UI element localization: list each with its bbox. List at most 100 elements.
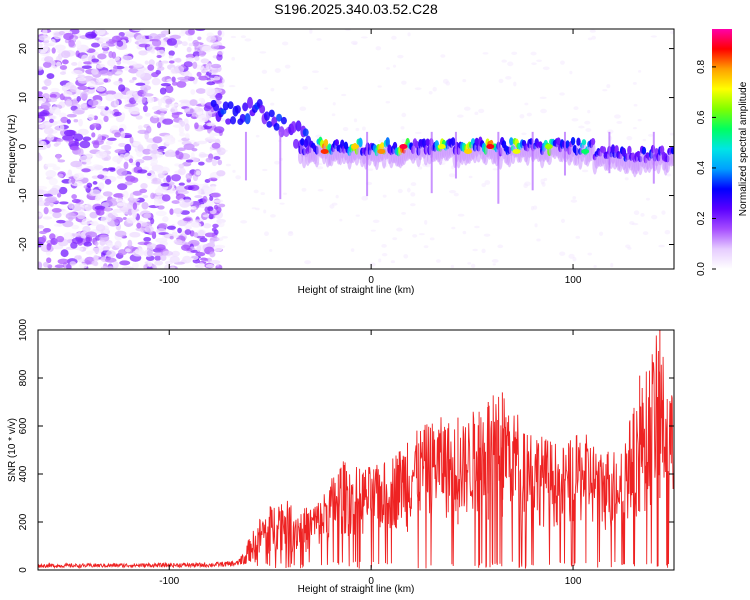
spectrogram-cell [164, 139, 176, 145]
spectrogram-hotspot [581, 148, 590, 154]
spectrogram-cell [234, 105, 241, 114]
spectrogram-cell [66, 119, 71, 124]
spectrogram-cell [112, 261, 119, 269]
spectrogram-cell [48, 177, 58, 186]
spectrogram-cell [641, 146, 647, 155]
spectrogram-cell [138, 38, 151, 43]
spectrogram-cell [68, 39, 75, 48]
spectrogram-cell [71, 70, 83, 75]
spectrogram-cell [61, 84, 68, 92]
spectrogram-cell [208, 177, 218, 182]
spectrogram-cell [207, 206, 214, 212]
spectrogram-cell [108, 51, 114, 58]
colorbar: 0.0 0.2 0.4 0.6 0.8 Normalized spectral ampl… [696, 29, 749, 276]
spectrogram-cell [147, 172, 152, 176]
spectrogram-cell [95, 150, 108, 159]
spectrogram-cell [168, 55, 173, 59]
spectrogram-cell [317, 188, 324, 192]
spectrogram-cell [240, 220, 248, 224]
spectrogram-cell [195, 170, 201, 176]
spectrogram-cell [38, 261, 43, 269]
spectrogram-cell [209, 183, 217, 188]
spectrogram-xtick-label: 100 [565, 275, 582, 286]
spectrogram-cell [151, 143, 159, 150]
spectrogram-cell [94, 196, 101, 201]
spectrogram-cell [81, 54, 89, 62]
spectrogram-cell [457, 114, 464, 118]
spectrogram-cell [392, 64, 397, 68]
spectrogram-cell [71, 237, 83, 244]
spectrogram-cell [187, 186, 193, 191]
spectrogram-cell [584, 120, 591, 125]
spectrogram-cell [156, 54, 162, 59]
spectrogram-cell [610, 262, 614, 268]
spectrogram-cell [38, 66, 44, 71]
spectrogram-cell [533, 205, 538, 210]
spectrogram-cell [519, 114, 525, 119]
spectrogram-cell [244, 38, 252, 42]
spectrogram-cell [560, 60, 565, 65]
spectrogram-cell [468, 175, 473, 179]
spectrogram-cell [146, 96, 155, 103]
spectrogram-cell [650, 35, 658, 38]
spectrogram-cell [147, 261, 153, 268]
spectrogram-cell [255, 207, 260, 211]
spectrogram-cell [451, 226, 456, 230]
spectrogram-cell [536, 238, 541, 242]
spectrogram-cell [355, 214, 360, 217]
spectrogram-cell [113, 65, 118, 73]
spectrogram-cell [194, 122, 199, 130]
spectrogram-cell [116, 60, 122, 65]
spectrogram-cell [368, 168, 374, 171]
spectrogram-cell [377, 85, 382, 88]
spectrogram-cell [162, 250, 174, 256]
spectrogram-cell [71, 62, 78, 66]
spectrogram-cell [98, 37, 110, 43]
spectrogram-cell [569, 70, 573, 75]
spectrogram-cell [51, 208, 62, 213]
spectrogram-cell [44, 122, 55, 126]
spectrogram-cell [46, 196, 58, 203]
snr-series-line [38, 335, 674, 570]
spectrogram-cell [591, 35, 597, 40]
spectrogram-cell [253, 189, 259, 194]
spectrogram-cell [80, 103, 87, 109]
spectrogram-cell [509, 137, 514, 146]
spectrogram-cell [162, 118, 174, 125]
spectrogram-cell [424, 220, 428, 225]
snr-xtick-label: -100 [159, 576, 179, 587]
spectrogram-frame [37, 28, 675, 270]
spectrogram-cell [418, 233, 425, 236]
spectrogram-cell [179, 99, 191, 104]
spectrogram-cell [143, 236, 152, 242]
spectrogram-cell [188, 42, 194, 47]
spectrogram-cell [178, 163, 185, 169]
spectrogram-cell [50, 237, 58, 246]
spectrogram-cell [213, 103, 220, 112]
spectrogram-cell [407, 32, 411, 37]
spectrogram-cell [129, 231, 141, 238]
spectrogram-cell [88, 80, 96, 89]
spectrogram-cell [123, 66, 129, 71]
spectrogram-cell [56, 235, 65, 243]
spectrogram-cell [136, 149, 143, 158]
spectrogram-cell [521, 132, 527, 136]
spectrogram-cell [73, 172, 85, 181]
spectrogram-cell [128, 68, 139, 74]
spectrogram-cell [131, 29, 144, 32]
spectrogram-cell [425, 138, 430, 147]
spectrogram-cell [658, 244, 665, 248]
spectrogram-cell [511, 51, 518, 55]
spectrogram-cell [208, 70, 214, 74]
spectrogram-cell [201, 45, 213, 53]
spectrogram-cell [270, 214, 276, 218]
spectrogram-cell [331, 113, 336, 117]
spectrogram-cell [38, 91, 43, 96]
spectrogram-cell [47, 97, 58, 103]
spectrogram-cell [139, 188, 148, 193]
spectrogram-cell [91, 68, 99, 75]
spectrogram-cell [194, 194, 203, 199]
spectrogram-cell [82, 136, 92, 141]
spectrogram-cell [85, 31, 97, 39]
